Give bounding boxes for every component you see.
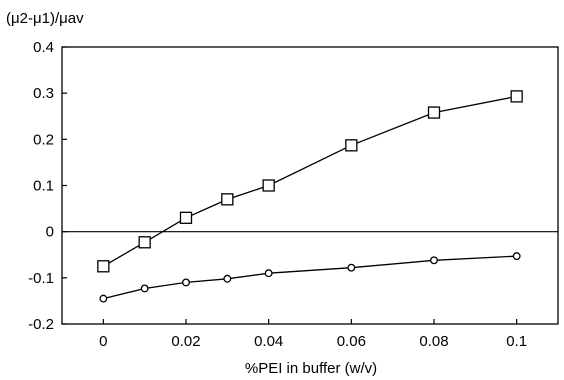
series-1-square-marker	[138, 236, 151, 249]
x-tick-label: 0.06	[337, 333, 366, 350]
y-tick-label: 0.3	[33, 85, 54, 102]
x-axis-label: %PEI in buffer (w/v)	[245, 360, 377, 377]
y-tick-label: 0.1	[33, 178, 54, 195]
y-axis-label: (μ2-μ1)/μav	[6, 10, 84, 27]
series-1-square-marker	[97, 260, 110, 273]
x-tick-label: 0	[99, 333, 107, 350]
series-2-circle-marker	[347, 263, 356, 272]
series-1-line	[102, 95, 517, 267]
series-2-line	[103, 255, 517, 300]
x-tick-label: 0.04	[254, 333, 283, 350]
plot-area-frame	[61, 46, 559, 325]
series-2-circle-marker	[264, 269, 273, 278]
series-1-square-marker	[262, 179, 275, 192]
x-tick-label: 0.08	[419, 333, 448, 350]
series-2-circle-marker	[99, 294, 108, 303]
series-2-circle-marker	[512, 252, 521, 261]
y-tick-label: 0.4	[33, 39, 54, 56]
y-tick-label: 0	[46, 224, 54, 241]
y-tick-label: 0.2	[33, 131, 54, 148]
y-tick-label: -0.1	[28, 270, 54, 287]
series-1-square-marker	[221, 193, 234, 206]
x-tick-label: 0.02	[171, 333, 200, 350]
series-1-square-marker	[510, 90, 523, 103]
series-2-circle-marker	[182, 278, 190, 287]
series-2-circle-marker	[140, 284, 149, 293]
series-1-square-marker	[179, 211, 193, 224]
series-2-circle-marker	[223, 274, 232, 283]
x-tick-label: 0.1	[506, 333, 527, 350]
series-2-circle-marker	[430, 256, 438, 265]
y-tick-label: -0.2	[28, 316, 54, 333]
series-1-square-marker	[345, 139, 358, 152]
series-1-square-marker	[427, 106, 441, 119]
